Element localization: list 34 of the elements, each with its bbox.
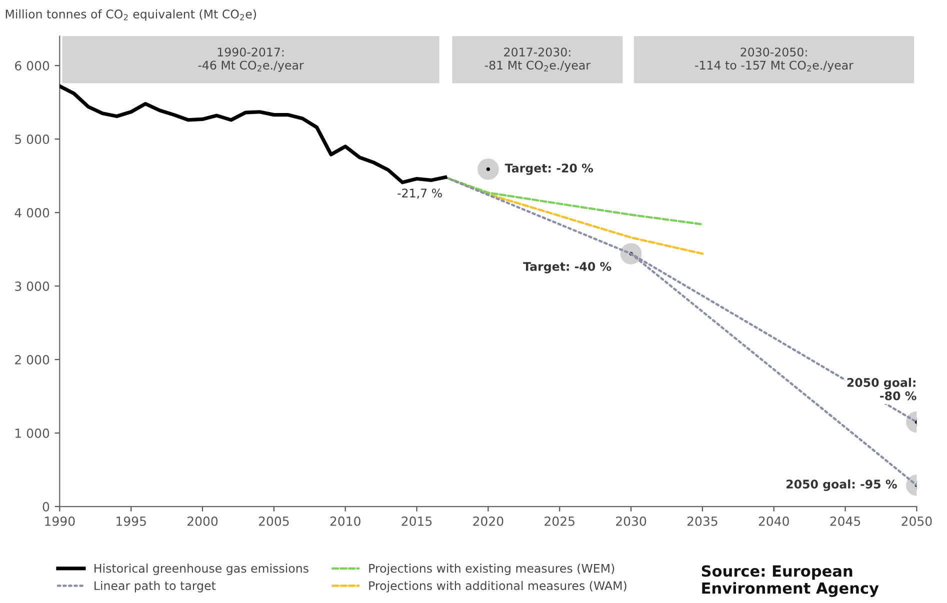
x-tick-label: 2050 — [902, 516, 932, 526]
x-tick-label: 2035 — [687, 516, 718, 526]
y-tick-label: 0 — [42, 502, 50, 512]
x-tick-label: 1990 — [45, 516, 75, 526]
y-tick-label: 6 000 — [15, 61, 50, 71]
x-tick-label: 2005 — [258, 516, 289, 526]
annotation: Target: -20 % — [504, 164, 593, 175]
legend-label: Projections with additional measures (WAM) — [369, 580, 626, 592]
annotation: 1990-2017: -46 Mt CO$_{2}$e./year — [198, 48, 304, 72]
x-tick-label: 2020 — [473, 516, 504, 526]
annotation: Target: -40 % — [523, 262, 612, 274]
x-tick-label: 2000 — [188, 516, 218, 526]
x-tick-label: 2040 — [758, 516, 789, 526]
annotation: 2050 goal: -95 % — [786, 479, 897, 491]
x-tick-label: 2025 — [544, 516, 574, 526]
x-tick-label: 1995 — [116, 516, 146, 526]
annotation: 2030-2050: -114 to -157 Mt CO$_{2}$e./year — [695, 48, 854, 72]
annotation: 2050 goal: -80 % — [847, 378, 916, 400]
legend-label: Projections with existing measures (WEM) — [369, 564, 614, 576]
x-tick-label: 2010 — [330, 516, 360, 526]
y-tick-label: 5 000 — [15, 134, 50, 144]
x-tick-label: 2045 — [830, 516, 860, 526]
annotation: 2017-2030: -81 Mt CO$_{2}$e./year — [484, 48, 590, 72]
annotation: -21,7 % — [398, 188, 442, 199]
y-tick-label: 4 000 — [14, 208, 50, 218]
y-tick-label: 1 000 — [16, 428, 50, 438]
y-tick-label: 2 000 — [15, 355, 50, 364]
x-tick-label: 2015 — [402, 516, 432, 526]
x-tick-label: 2030 — [616, 516, 646, 526]
source-note: Source: European Environment Agency — [702, 565, 879, 597]
legend-label: Linear path to target — [94, 580, 216, 592]
y-tick-label: 3 000 — [15, 282, 50, 291]
legend-label: Historical greenhouse gas emissions — [94, 564, 308, 576]
y-axis-title: Million tonnes of CO$_{2}$ equivalent (Mt CO$_{2}$e) — [6, 9, 256, 21]
